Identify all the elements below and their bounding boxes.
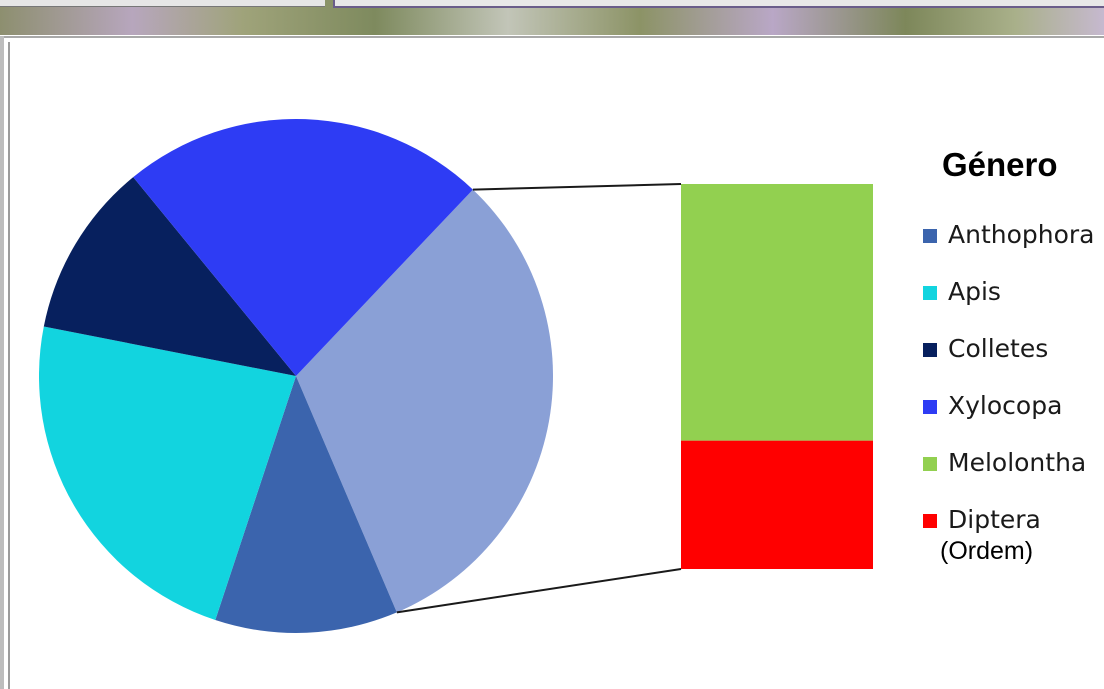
bar-segment-melolontha — [681, 184, 873, 441]
legend-swatch — [923, 457, 937, 471]
frame-border-left — [0, 36, 4, 689]
pie-slice-xylocopa — [133, 118, 473, 376]
pie-slice-other-melolontha-diptera — [296, 189, 553, 613]
connector-line-top — [472, 183, 682, 191]
connector-lines — [396, 183, 682, 614]
pie-slice-apis — [39, 326, 297, 620]
pie — [39, 118, 553, 633]
legend-title: Género — [942, 146, 1058, 183]
legend-label: Apis — [948, 277, 1001, 306]
legend-swatch — [923, 286, 937, 300]
banner-tab-right — [333, 0, 1104, 8]
legend-swatch — [923, 400, 937, 414]
legend-label: Anthophora — [948, 220, 1095, 249]
legend-swatch — [923, 514, 937, 528]
frame-border-inner — [8, 42, 10, 689]
legend-label: Melolontha — [948, 448, 1087, 477]
legend-label: Xylocopa — [948, 391, 1063, 420]
legend-swatch — [923, 343, 937, 357]
banner-tab-left — [0, 0, 325, 7]
pie-slice-colletes — [43, 177, 297, 376]
legend-label: Colletes — [948, 334, 1049, 363]
connector-line-bottom — [396, 568, 682, 614]
pie-slice-anthophora — [215, 376, 397, 633]
legend-footnote: (Ordem) — [940, 537, 1034, 565]
stacked-bar — [681, 184, 873, 569]
bar-segment-diptera — [681, 440, 873, 569]
frame-border-top — [0, 36, 1104, 38]
legend-swatch — [923, 229, 937, 243]
legend-label: Diptera — [948, 505, 1041, 534]
